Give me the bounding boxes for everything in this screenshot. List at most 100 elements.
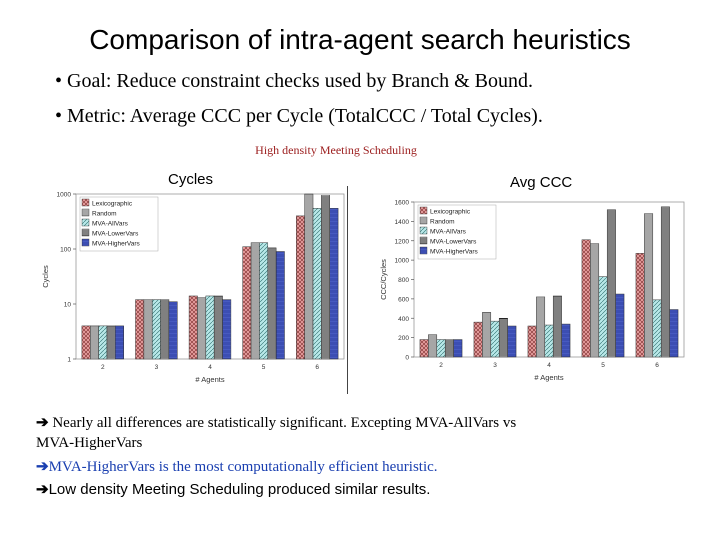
bar bbox=[490, 320, 500, 358]
bar bbox=[151, 299, 161, 360]
x-tick-label: 4 bbox=[547, 362, 551, 369]
bar bbox=[581, 239, 591, 358]
x-tick-label: 3 bbox=[155, 364, 159, 371]
bar bbox=[90, 325, 99, 360]
bar bbox=[143, 299, 153, 360]
x-tick-label: 2 bbox=[101, 364, 105, 371]
chart-subtitle: High density Meeting Scheduling bbox=[255, 143, 417, 157]
arrow-icon: ➔ bbox=[36, 459, 49, 475]
bar bbox=[536, 296, 546, 358]
legend-box bbox=[79, 196, 159, 252]
bar bbox=[106, 325, 116, 360]
legend-swatch bbox=[419, 216, 428, 225]
y-tick-label: 0 bbox=[405, 355, 409, 362]
x-tick-label: 6 bbox=[315, 364, 319, 371]
legend-swatch bbox=[81, 238, 90, 247]
bar bbox=[652, 299, 662, 358]
bar bbox=[296, 215, 305, 360]
y-tick-label: 400 bbox=[398, 316, 409, 323]
bar bbox=[644, 213, 654, 358]
y-tick-label: 800 bbox=[398, 277, 409, 284]
slide-title: Comparison of intra-agent search heurist… bbox=[89, 24, 631, 55]
bar bbox=[527, 325, 537, 358]
legend-swatch bbox=[419, 206, 428, 215]
legend-swatch bbox=[81, 208, 90, 217]
y-tick-label: 1600 bbox=[395, 200, 410, 207]
x-tick-label: 4 bbox=[208, 364, 212, 371]
y-tick-label: 1 bbox=[67, 357, 71, 364]
note-significance-cont: MVA-HigherVars bbox=[36, 435, 142, 452]
y-axis-label: CCC/Cycles bbox=[379, 259, 388, 300]
legend-label: Random bbox=[92, 211, 117, 218]
bar bbox=[197, 297, 207, 360]
bar bbox=[507, 325, 517, 358]
bar bbox=[498, 318, 508, 358]
legend-swatch bbox=[419, 246, 428, 255]
legend-label: Lexicographic bbox=[430, 209, 471, 216]
bar bbox=[267, 247, 277, 360]
bar bbox=[473, 321, 483, 358]
y-axis-label: Cycles bbox=[41, 265, 50, 288]
bar bbox=[669, 309, 679, 358]
legend-swatch bbox=[419, 236, 428, 245]
bar bbox=[428, 334, 438, 358]
legend-label: MVA-AllVars bbox=[92, 221, 129, 228]
bar bbox=[168, 301, 178, 360]
legend-label: Random bbox=[430, 219, 455, 226]
bar bbox=[615, 293, 625, 358]
arrow-icon: ➔ bbox=[36, 481, 49, 498]
bar bbox=[222, 299, 232, 360]
note-efficient: ➔MVA-HigherVars is the most computationa… bbox=[36, 457, 438, 476]
bar bbox=[213, 295, 223, 360]
bar bbox=[606, 209, 616, 358]
legend-label: MVA-AllVars bbox=[430, 229, 467, 236]
legend-label: MVA-LowerVars bbox=[92, 231, 139, 238]
bar bbox=[329, 208, 339, 360]
y-tick-label: 600 bbox=[398, 296, 409, 303]
y-tick-label: 1000 bbox=[395, 258, 410, 265]
bar bbox=[444, 339, 454, 358]
note-significance: ➔ Nearly all differences are statistical… bbox=[36, 413, 516, 432]
bar bbox=[250, 242, 260, 360]
y-tick-label: 200 bbox=[398, 335, 409, 342]
y-tick-label: 100 bbox=[60, 247, 71, 254]
legend-swatch bbox=[419, 226, 428, 235]
bar bbox=[98, 325, 108, 360]
bar bbox=[188, 295, 198, 360]
bar bbox=[81, 325, 91, 360]
legend-box bbox=[417, 204, 497, 260]
bar bbox=[635, 253, 645, 358]
legend-swatch bbox=[81, 228, 90, 237]
bar bbox=[160, 299, 170, 360]
bar bbox=[312, 208, 322, 360]
legend-swatch bbox=[81, 218, 90, 227]
bar bbox=[321, 194, 330, 360]
bar bbox=[419, 339, 429, 358]
bar bbox=[598, 276, 608, 358]
bar bbox=[259, 242, 269, 360]
bar bbox=[561, 323, 571, 358]
bar bbox=[482, 312, 492, 358]
legend-label: MVA-HigherVars bbox=[92, 241, 141, 248]
note-text: Low density Meeting Scheduling produced … bbox=[48, 481, 431, 498]
x-tick-label: 5 bbox=[601, 362, 605, 369]
x-tick-label: 3 bbox=[493, 362, 497, 369]
cycles-chart: 1 10 100 1000 Cycles 2 3 4 5 6 # Agents Lexicograph… bbox=[41, 192, 345, 384]
note-text: Nearly all differences are statistically… bbox=[48, 415, 517, 431]
avg-ccc-chart-label: Avg CCC bbox=[510, 174, 573, 191]
bullet-goal: • Goal: Reduce constraint checks used by… bbox=[55, 70, 533, 92]
x-tick-label: 5 bbox=[262, 364, 266, 371]
note-low-density: ➔Low density Meeting Scheduling produced… bbox=[36, 480, 430, 498]
x-tick-label: 6 bbox=[655, 362, 659, 369]
bar bbox=[590, 243, 600, 358]
bar bbox=[275, 251, 285, 360]
avg-ccc-chart: 0 200 400 600 800 1000 1200 1400 1600 CCC/Cycles 2… bbox=[379, 200, 685, 382]
x-axis-label: # Agents bbox=[195, 375, 224, 384]
bar bbox=[242, 246, 252, 360]
legend-label: MVA-LowerVars bbox=[430, 239, 477, 246]
note-text: MVA-HigherVars bbox=[36, 435, 143, 451]
x-axis-label: # Agents bbox=[534, 373, 563, 382]
y-tick-label: 1000 bbox=[57, 192, 72, 199]
y-tick-label: 1400 bbox=[395, 219, 410, 226]
y-tick-label: 1200 bbox=[395, 238, 410, 245]
